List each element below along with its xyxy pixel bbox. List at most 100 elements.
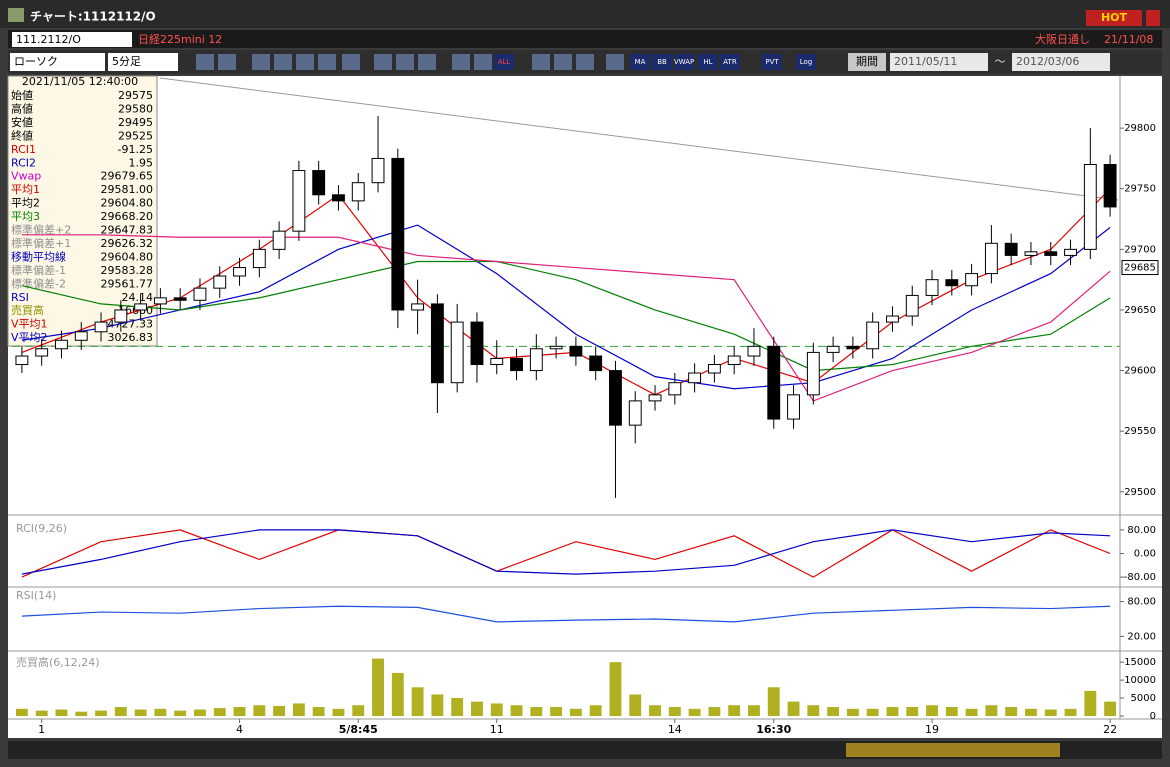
candle-body [371, 157, 385, 184]
interval[interactable]: 5分足 [112, 55, 141, 68]
toolbar-icon[interactable] [196, 54, 214, 70]
to-box[interactable] [1012, 53, 1110, 71]
candle-body [351, 182, 365, 202]
style-box[interactable] [10, 53, 105, 71]
toolbar-button-label[interactable]: ALL [498, 58, 511, 66]
toolbar-button-label[interactable]: HL [703, 58, 712, 66]
toolbar-button[interactable] [652, 54, 672, 70]
toolbar-icon[interactable] [274, 54, 292, 70]
candle-body [1044, 251, 1058, 256]
hot-button[interactable] [1086, 10, 1142, 26]
volume-bar [906, 707, 919, 716]
candle-body [490, 357, 504, 366]
hot-label[interactable]: HOT [1101, 11, 1128, 24]
close-button[interactable] [1146, 10, 1160, 26]
candle-body [510, 357, 523, 372]
x-tick-label: 5/8:45 [339, 723, 378, 736]
y-tick-label: 29500 [1124, 487, 1156, 498]
candle-body [292, 170, 306, 232]
info-value: 29668.20 [101, 210, 154, 223]
period-button[interactable] [848, 53, 886, 71]
volume-bar [629, 694, 642, 716]
toolbar-button[interactable] [630, 54, 650, 70]
toolbar-icon[interactable] [474, 54, 492, 70]
toolbar-icon[interactable] [554, 54, 572, 70]
info-value: 24.14 [122, 291, 154, 304]
from-box[interactable] [890, 53, 988, 71]
volume-bar [807, 705, 820, 716]
toolbar-button-label[interactable]: ATR [723, 58, 737, 66]
candle-body [984, 242, 998, 275]
toolbar-icon[interactable] [318, 54, 336, 70]
toolbar-button[interactable] [762, 54, 782, 70]
candle-body [648, 394, 662, 402]
candle-body [1103, 163, 1117, 208]
chart-style[interactable]: ローソク [14, 55, 58, 68]
toolbar-icon[interactable] [532, 54, 550, 70]
rci-line [21, 529, 1111, 575]
scroll-thumb[interactable] [846, 743, 1060, 757]
volume-bar [945, 707, 958, 716]
toolbar-button[interactable] [674, 54, 694, 70]
candle-body [747, 345, 761, 357]
info-value: 29575 [118, 89, 153, 102]
candle-body [727, 355, 741, 366]
interval-box[interactable] [108, 53, 178, 71]
rci-line [21, 529, 1111, 578]
toolbar-icon[interactable] [252, 54, 270, 70]
symbol[interactable]: 111.2112/O [16, 33, 81, 46]
candle-body [965, 273, 979, 287]
y-tick-label: 0 [1150, 711, 1156, 722]
volume-bar [530, 707, 543, 716]
toolbar-icon[interactable] [342, 54, 360, 70]
volume-bar [114, 707, 127, 716]
toolbar-icon[interactable] [452, 54, 470, 70]
volume-bar [372, 658, 384, 716]
toolbar-icon[interactable] [374, 54, 392, 70]
info-label: 移動平均線 [11, 249, 66, 263]
toolbar-icon[interactable] [606, 54, 624, 70]
y-tick-label: 10000 [1124, 675, 1156, 686]
volume-bar [1084, 690, 1097, 716]
toolbar-button-label[interactable]: BB [657, 58, 667, 66]
volume-bar [1025, 708, 1037, 716]
chart-area [8, 76, 1162, 738]
toolbar-button-label[interactable]: MA [635, 58, 646, 66]
candle-body [153, 297, 167, 305]
toolbar-icon[interactable] [396, 54, 414, 70]
toolbar-button[interactable] [698, 54, 718, 70]
info-label: 平均1 [11, 183, 40, 196]
toolbar-icon[interactable] [576, 54, 594, 70]
toolbar-button-label[interactable]: VWAP [674, 58, 694, 66]
candle-body [826, 345, 840, 353]
info-label: 標準偏差+1 [11, 236, 71, 250]
toolbar-button-label[interactable]: Log [800, 58, 813, 66]
symbol-box[interactable] [12, 32, 132, 47]
to-date[interactable]: 2012/03/06 [1016, 55, 1079, 68]
volume-bar [253, 705, 266, 716]
volume-bar [846, 708, 859, 716]
info-box [7, 75, 158, 347]
y-tick-label: 29550 [1124, 426, 1156, 437]
app-icon [8, 8, 24, 22]
tilde: 〜 [995, 55, 1006, 68]
candle-body [549, 345, 563, 350]
info-datetime: 2021/11/05 12:40:00 [22, 75, 138, 88]
period-label[interactable]: 期間 [856, 55, 878, 68]
toolbar-button-label[interactable]: PVT [765, 58, 779, 66]
volume-bar [411, 687, 424, 716]
toolbar-button[interactable] [720, 54, 740, 70]
info-label: 終値 [11, 128, 33, 142]
from-date[interactable]: 2011/05/11 [894, 55, 957, 68]
toolbar-button[interactable] [796, 54, 816, 70]
toolbar-button[interactable] [494, 54, 514, 70]
volume-bar [866, 708, 879, 716]
toolbar-icon[interactable] [418, 54, 436, 70]
y-tick-label: 20.00 [1127, 631, 1156, 642]
toolbar-icon[interactable] [218, 54, 236, 70]
info-label: 標準偏差+2 [11, 223, 71, 237]
volume-bar [134, 709, 147, 716]
toolbar-icon[interactable] [296, 54, 314, 70]
volume-bar [1104, 701, 1117, 716]
